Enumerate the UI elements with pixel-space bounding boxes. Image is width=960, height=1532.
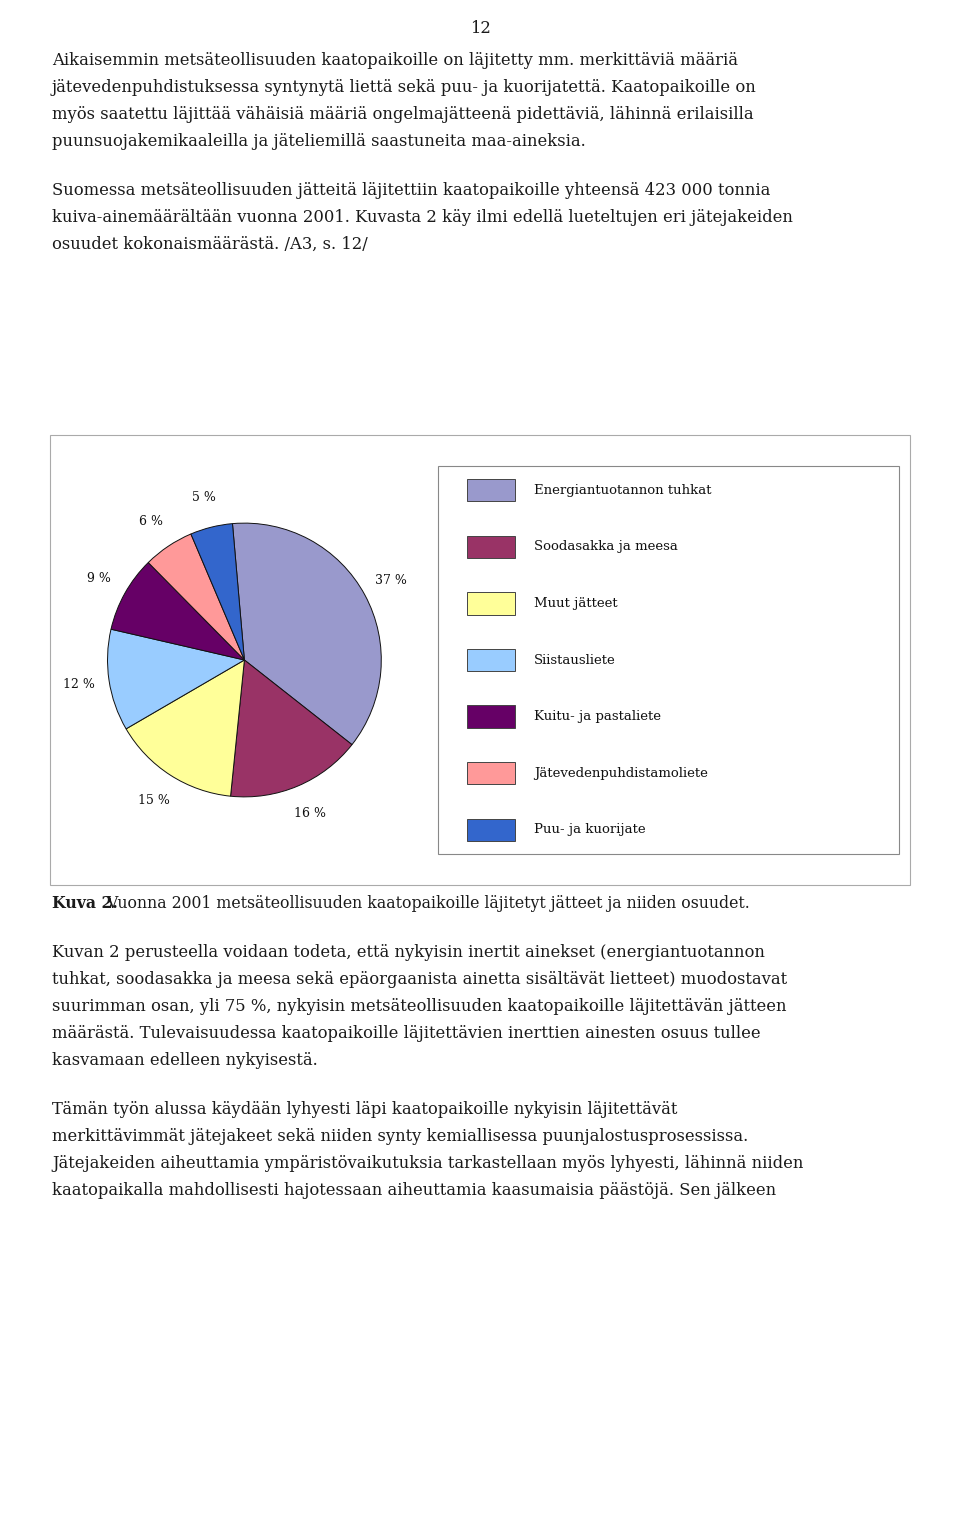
Wedge shape bbox=[126, 660, 245, 797]
Text: 5 %: 5 % bbox=[192, 492, 216, 504]
Text: 12: 12 bbox=[469, 20, 491, 37]
Bar bbox=[467, 761, 515, 784]
Text: Puu- ja kuorijate: Puu- ja kuorijate bbox=[534, 823, 646, 836]
Text: Siistausliete: Siistausliete bbox=[534, 654, 615, 666]
Bar bbox=[467, 480, 515, 501]
Text: kasvamaan edelleen nykyisestä.: kasvamaan edelleen nykyisestä. bbox=[52, 1052, 318, 1069]
Text: tuhkat, soodasakka ja meesa sekä epäorgaanista ainetta sisältävät lietteet) muod: tuhkat, soodasakka ja meesa sekä epäorga… bbox=[52, 971, 787, 988]
Bar bbox=[467, 650, 515, 671]
Bar bbox=[467, 705, 515, 728]
Text: Muut jätteet: Muut jätteet bbox=[534, 597, 617, 610]
Text: 37 %: 37 % bbox=[375, 574, 407, 587]
Text: Jätejakeiden aiheuttamia ympäristövaikutuksia tarkastellaan myös lyhyesti, lähin: Jätejakeiden aiheuttamia ympäristövaikut… bbox=[52, 1155, 804, 1172]
Text: 9 %: 9 % bbox=[86, 571, 110, 585]
Text: myös saatettu läjittää vähäisiä määriä ongelmajätteenä pidettäviä, lähinnä erila: myös saatettu läjittää vähäisiä määriä o… bbox=[52, 106, 754, 123]
Text: osuudet kokonaismäärästä. /A3, s. 12/: osuudet kokonaismäärästä. /A3, s. 12/ bbox=[52, 236, 368, 253]
Wedge shape bbox=[230, 660, 352, 797]
Text: kaatopaikalla mahdollisesti hajotessaan aiheuttamia kaasumaisia päästöjä. Sen jä: kaatopaikalla mahdollisesti hajotessaan … bbox=[52, 1183, 776, 1200]
Bar bbox=[467, 536, 515, 558]
Text: merkittävimmät jätejakeet sekä niiden synty kemiallisessa puunjalostusprosessiss: merkittävimmät jätejakeet sekä niiden sy… bbox=[52, 1128, 748, 1144]
Wedge shape bbox=[191, 524, 245, 660]
Text: 15 %: 15 % bbox=[138, 794, 170, 807]
Wedge shape bbox=[232, 522, 381, 745]
Text: Kuvan 2 perusteella voidaan todeta, että nykyisin inertit ainekset (energiantuot: Kuvan 2 perusteella voidaan todeta, että… bbox=[52, 944, 765, 961]
Wedge shape bbox=[108, 630, 245, 729]
Wedge shape bbox=[111, 562, 245, 660]
Bar bbox=[467, 593, 515, 614]
Text: jätevedenpuhdistuksessa syntynytä liettä sekä puu- ja kuorijatettä. Kaatopaikoil: jätevedenpuhdistuksessa syntynytä liettä… bbox=[52, 80, 756, 97]
Text: suurimman osan, yli 75 %, nykyisin metsäteollisuuden kaatopaikoille läjitettävän: suurimman osan, yli 75 %, nykyisin metsä… bbox=[52, 997, 786, 1016]
Text: Soodasakka ja meesa: Soodasakka ja meesa bbox=[534, 541, 678, 553]
Text: puunsuojakemikaaleilla ja jäteliemillä saastuneita maa-aineksia.: puunsuojakemikaaleilla ja jäteliemillä s… bbox=[52, 133, 586, 150]
Bar bbox=[50, 435, 910, 885]
Text: Suomessa metsäteollisuuden jätteitä läjitettiin kaatopaikoille yhteensä 423 000 : Suomessa metsäteollisuuden jätteitä läji… bbox=[52, 182, 770, 199]
Bar bbox=[467, 818, 515, 841]
Text: määrästä. Tulevaisuudessa kaatopaikoille läjitettävien inerttien ainesten osuus : määrästä. Tulevaisuudessa kaatopaikoille… bbox=[52, 1025, 760, 1042]
Text: Kuitu- ja pastaliete: Kuitu- ja pastaliete bbox=[534, 709, 661, 723]
Text: Energiantuotannon tuhkat: Energiantuotannon tuhkat bbox=[534, 484, 711, 496]
Text: Aikaisemmin metsäteollisuuden kaatopaikoille on läjitetty mm. merkittäviä määriä: Aikaisemmin metsäteollisuuden kaatopaiko… bbox=[52, 52, 738, 69]
Text: 16 %: 16 % bbox=[294, 807, 325, 820]
Text: Kuva 2.: Kuva 2. bbox=[52, 895, 118, 912]
Text: 6 %: 6 % bbox=[139, 515, 163, 527]
Text: Vuonna 2001 metsäteollisuuden kaatopaikoille läjitetyt jätteet ja niiden osuudet: Vuonna 2001 metsäteollisuuden kaatopaiko… bbox=[102, 895, 750, 912]
Text: 12 %: 12 % bbox=[63, 679, 95, 691]
Text: kuiva-ainemäärältään vuonna 2001. Kuvasta 2 käy ilmi edellä lueteltujen eri jäte: kuiva-ainemäärältään vuonna 2001. Kuvast… bbox=[52, 208, 793, 227]
Text: Tämän työn alussa käydään lyhyesti läpi kaatopaikoille nykyisin läjitettävät: Tämän työn alussa käydään lyhyesti läpi … bbox=[52, 1102, 678, 1118]
Text: Jätevedenpuhdistamoliete: Jätevedenpuhdistamoliete bbox=[534, 766, 708, 780]
Wedge shape bbox=[148, 535, 245, 660]
